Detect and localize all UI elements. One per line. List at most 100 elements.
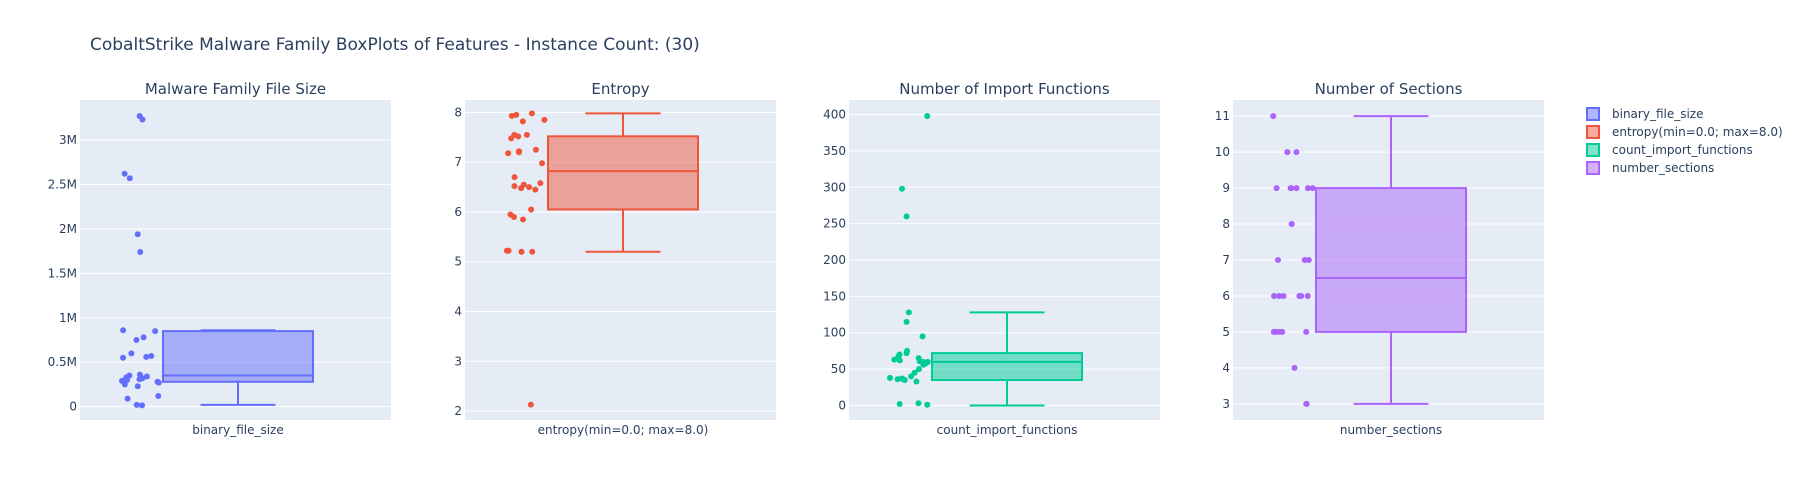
data-point[interactable] — [896, 357, 903, 364]
data-point[interactable] — [528, 206, 535, 213]
data-point[interactable] — [1270, 292, 1277, 299]
data-point[interactable] — [1304, 292, 1311, 299]
data-point[interactable] — [128, 350, 135, 357]
legend[interactable]: binary_file_size entropy(min=0.0; max=8.0… — [1586, 107, 1783, 175]
data-point[interactable] — [124, 395, 131, 402]
data-point[interactable] — [919, 333, 926, 340]
data-point[interactable] — [139, 116, 146, 123]
data-point[interactable] — [143, 353, 150, 360]
data-point[interactable] — [510, 213, 517, 220]
box-iqr[interactable] — [1315, 187, 1467, 333]
data-point[interactable] — [891, 356, 898, 363]
data-point[interactable] — [126, 175, 133, 182]
data-point[interactable] — [924, 401, 931, 408]
data-point[interactable] — [886, 374, 893, 381]
data-point[interactable] — [903, 213, 910, 220]
data-point[interactable] — [139, 402, 146, 409]
data-point[interactable] — [120, 354, 127, 361]
data-point[interactable] — [924, 113, 931, 119]
box-iqr[interactable] — [931, 352, 1083, 382]
data-point[interactable] — [503, 247, 510, 254]
data-point[interactable] — [520, 216, 527, 223]
data-point[interactable] — [148, 353, 155, 359]
data-point[interactable] — [1280, 292, 1287, 299]
data-point[interactable] — [896, 401, 903, 407]
box-iqr[interactable] — [162, 330, 314, 383]
data-point[interactable] — [155, 393, 162, 399]
data-point[interactable] — [120, 327, 127, 334]
data-point[interactable] — [920, 361, 927, 368]
data-point[interactable] — [1296, 292, 1303, 299]
data-point[interactable] — [1275, 257, 1282, 263]
data-point[interactable] — [1293, 149, 1300, 156]
data-point[interactable] — [903, 350, 910, 357]
data-point[interactable] — [526, 184, 533, 191]
data-point[interactable] — [511, 174, 518, 181]
data-point[interactable] — [124, 377, 131, 383]
box-iqr[interactable] — [547, 135, 699, 211]
data-point[interactable] — [516, 149, 523, 156]
data-point[interactable] — [518, 248, 525, 255]
data-point[interactable] — [1291, 364, 1298, 371]
data-point[interactable] — [537, 180, 544, 187]
data-point[interactable] — [134, 383, 141, 390]
data-point[interactable] — [121, 381, 128, 388]
data-point[interactable] — [140, 334, 147, 341]
data-point[interactable] — [1284, 149, 1291, 156]
data-point[interactable] — [133, 337, 140, 343]
data-point[interactable] — [532, 186, 539, 193]
data-point[interactable] — [915, 400, 922, 407]
data-point[interactable] — [508, 112, 515, 119]
data-point[interactable] — [1293, 185, 1300, 192]
data-point[interactable] — [913, 378, 920, 385]
subplot-4: 3 4 5 6 7 8 9 10 11 Number of Sections number_sect… — [1215, 80, 1544, 437]
data-point[interactable] — [133, 401, 140, 408]
data-point[interactable] — [1304, 185, 1311, 192]
data-point[interactable] — [1301, 257, 1308, 263]
data-point[interactable] — [1273, 185, 1280, 192]
data-point[interactable] — [152, 328, 159, 335]
data-point[interactable] — [508, 135, 515, 142]
data-point[interactable] — [894, 376, 901, 383]
data-point[interactable] — [505, 150, 512, 157]
data-point[interactable] — [511, 183, 518, 190]
data-point[interactable] — [915, 366, 922, 373]
data-point[interactable] — [1288, 221, 1295, 228]
data-point[interactable] — [908, 373, 915, 380]
data-point[interactable] — [515, 133, 522, 140]
data-point[interactable] — [518, 185, 525, 192]
data-point[interactable] — [532, 146, 539, 153]
data-point[interactable] — [527, 401, 534, 408]
data-point[interactable] — [541, 116, 548, 123]
data-point[interactable] — [523, 131, 530, 138]
data-point[interactable] — [1305, 257, 1312, 263]
legend-swatch — [1586, 125, 1600, 139]
data-point[interactable] — [134, 231, 141, 238]
legend-item[interactable]: entropy(min=0.0; max=8.0) — [1586, 125, 1783, 139]
data-point[interactable] — [1303, 400, 1310, 407]
legend-item[interactable]: count_import_functions — [1586, 143, 1753, 157]
data-point[interactable] — [1270, 113, 1277, 120]
y-tick-label: 0 — [838, 398, 846, 412]
data-point[interactable] — [1303, 328, 1310, 335]
legend-item[interactable]: binary_file_size — [1586, 107, 1704, 121]
data-point[interactable] — [898, 185, 905, 192]
data-point[interactable] — [1270, 328, 1277, 335]
data-point[interactable] — [155, 379, 162, 386]
data-point[interactable] — [903, 318, 910, 325]
data-point[interactable] — [519, 118, 526, 125]
data-point[interactable] — [137, 249, 144, 255]
data-point[interactable] — [528, 110, 535, 117]
data-point[interactable] — [539, 160, 546, 167]
data-point[interactable] — [905, 309, 912, 316]
data-point[interactable] — [1288, 185, 1295, 192]
data-point[interactable] — [529, 248, 536, 255]
legend-label: number_sections — [1612, 161, 1714, 175]
legend-label: count_import_functions — [1612, 143, 1753, 157]
data-point[interactable] — [901, 377, 908, 383]
legend-item[interactable]: number_sections — [1586, 161, 1714, 175]
data-point[interactable] — [1309, 185, 1316, 192]
data-point[interactable] — [121, 170, 128, 177]
data-point[interactable] — [136, 376, 143, 383]
data-point[interactable] — [1275, 292, 1282, 299]
